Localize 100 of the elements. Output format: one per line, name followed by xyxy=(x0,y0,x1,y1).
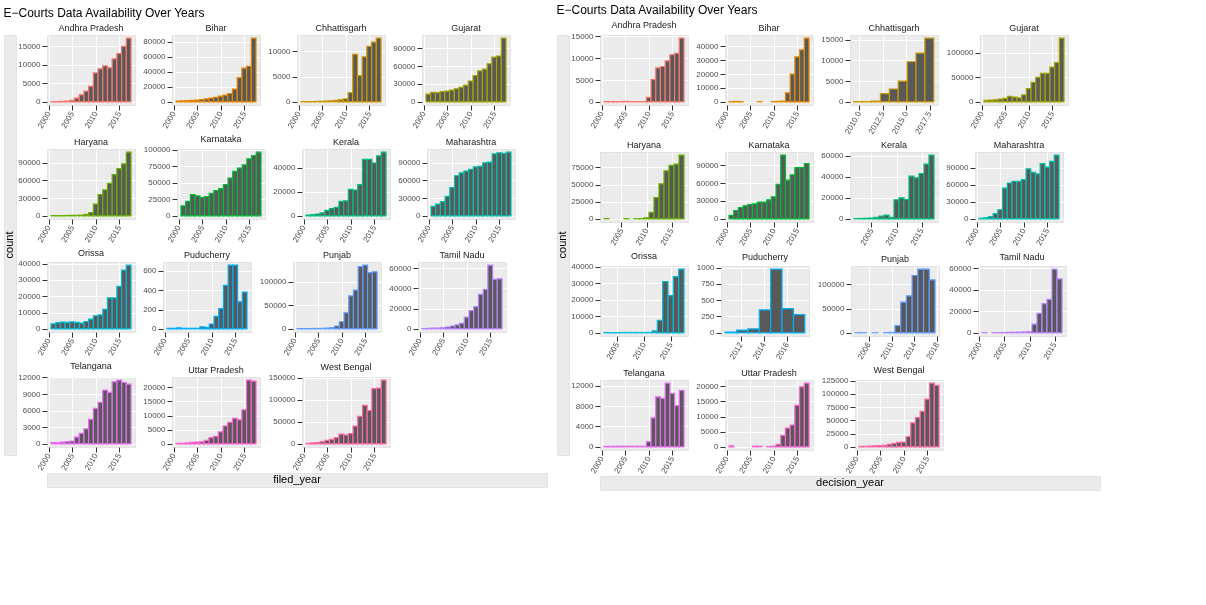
y-tick-label: 50000 xyxy=(951,72,975,82)
y-tick-label: 0 xyxy=(36,439,42,449)
y-tick-label: 0 xyxy=(36,324,42,334)
y-tick-label: 20000 xyxy=(571,295,595,305)
chart-title: Gujarat xyxy=(1009,23,1040,33)
y-tick-label: 20000 xyxy=(273,187,297,197)
y-tick-label: 12000 xyxy=(571,381,595,391)
y-tick-label: 100000 xyxy=(259,277,288,287)
y-tick-label: 125000 xyxy=(821,376,850,386)
y-tick-label: 15000 xyxy=(18,41,42,51)
y-tick-label: 15000 xyxy=(696,396,720,406)
text: E−Courts Data Availability Over Years xyxy=(556,2,758,17)
y-tick-label: 5000 xyxy=(825,76,845,86)
y-tick-label: 0 xyxy=(964,214,970,224)
y-tick-label: 100000 xyxy=(817,279,846,289)
chart-title: Karnataka xyxy=(748,140,790,150)
y-tick-label: 600 xyxy=(143,266,158,276)
y-tick-label: 80000 xyxy=(143,37,167,47)
y-tick-label: 20000 xyxy=(389,304,413,314)
y-tick-label: 60000 xyxy=(143,52,167,62)
y-tick-label: 5000 xyxy=(147,425,167,435)
y-tick-label: 100000 xyxy=(143,145,172,155)
y-tick-label: 20000 xyxy=(696,69,720,79)
y-tick-label: 30000 xyxy=(18,193,42,203)
y-tick-label: 0 xyxy=(839,214,845,224)
y-tick-label: 10000 xyxy=(18,60,42,70)
y-tick-label: 10000 xyxy=(268,46,292,56)
y-tick-label: 10000 xyxy=(18,308,42,317)
y-tick-label: 3000 xyxy=(22,422,42,432)
y-tick-label: 60000 xyxy=(393,61,417,71)
chart-title: Puducherry xyxy=(741,251,789,262)
y-tick-label: 6000 xyxy=(22,406,42,416)
y-tick-label: 40000 xyxy=(143,67,167,77)
y-tick-label: 0 xyxy=(589,442,595,452)
y-tick-label: 0 xyxy=(36,211,42,221)
y-tick-label: 150000 xyxy=(268,373,297,383)
chart-title: Haryana xyxy=(626,140,662,150)
y-tick-label: 75000 xyxy=(571,163,595,172)
y-tick-label: 0 xyxy=(967,328,973,338)
y-tick-label: 90000 xyxy=(946,163,970,173)
y-tick-label: 30000 xyxy=(398,193,422,203)
text: count xyxy=(556,231,568,259)
y-tick-label: 50000 xyxy=(826,415,850,425)
y-tick-label: 15000 xyxy=(821,35,845,45)
y-tick-label: 0 xyxy=(589,214,595,224)
y-tick-label: 10000 xyxy=(143,411,167,421)
y-tick-label: 60000 xyxy=(949,263,973,273)
y-tick-label: 0 xyxy=(286,97,292,107)
y-tick-label: 90000 xyxy=(696,160,720,170)
chart-title: Gujarat xyxy=(451,23,482,33)
y-tick-label: 0 xyxy=(161,97,167,107)
y-tick-label: 0 xyxy=(589,328,595,338)
chart-title: Chhattisgarh xyxy=(315,23,367,33)
y-tick-label: 0 xyxy=(152,324,158,334)
chart-title: West Bengal xyxy=(320,361,372,372)
chart-title: Andhra Pradesh xyxy=(611,20,677,31)
y-tick-label: 10000 xyxy=(571,311,595,321)
y-tick-label: 10000 xyxy=(821,56,845,65)
y-tick-label: 10000 xyxy=(571,53,595,63)
chart-title: Maharashtra xyxy=(993,140,1045,150)
y-tick-label: 60000 xyxy=(946,180,970,190)
y-tick-label: 0 xyxy=(839,97,845,107)
y-tick-label: 400 xyxy=(143,285,158,295)
chart-title: Chhattisgarh xyxy=(868,23,920,33)
y-tick-label: 0 xyxy=(840,328,846,338)
y-tick-label: 0 xyxy=(291,211,297,221)
chart-title: Punjab xyxy=(880,254,910,264)
chart-title: Tamil Nadu xyxy=(439,250,485,260)
y-tick-label: 0 xyxy=(714,97,720,107)
y-tick-label: 750 xyxy=(701,279,716,289)
y-tick-label: 20000 xyxy=(18,291,42,301)
y-tick-label: 50000 xyxy=(148,178,172,188)
y-tick-label: 30000 xyxy=(393,79,417,89)
y-tick-label: 10000 xyxy=(696,412,720,422)
y-tick-label: 0 xyxy=(36,97,42,107)
y-tick-label: 90000 xyxy=(18,158,42,168)
chart-title: Punjab xyxy=(322,250,352,260)
y-tick-label: 12000 xyxy=(18,372,42,382)
chart-title: Tamil Nadu xyxy=(999,252,1045,263)
y-tick-label: 30000 xyxy=(946,197,970,207)
y-tick-label: 50000 xyxy=(571,180,595,190)
chart-title: Haryana xyxy=(73,137,109,147)
y-tick-label: 100000 xyxy=(821,389,850,399)
y-tick-label: 0 xyxy=(710,328,716,338)
y-tick-label: 200 xyxy=(143,305,158,315)
chart-title: Bihar xyxy=(205,23,227,33)
chart-title: Bihar xyxy=(758,23,780,33)
chart-title: Andhra Pradesh xyxy=(58,23,124,33)
y-tick-label: 4000 xyxy=(575,421,595,431)
y-tick-label: 60000 xyxy=(821,151,845,161)
y-tick-label: 10000 xyxy=(696,83,720,93)
chart-title: Telangana xyxy=(623,368,665,378)
chart-title: Uttar Pradesh xyxy=(188,365,244,375)
y-tick-label: 40000 xyxy=(18,259,42,269)
y-tick-label: 9000 xyxy=(22,389,42,399)
y-tick-label: 0 xyxy=(407,324,413,334)
y-tick-label: 20000 xyxy=(696,381,720,391)
y-tick-label: 40000 xyxy=(821,172,845,182)
chart-title: West Bengal xyxy=(873,364,925,375)
y-tick-label: 30000 xyxy=(696,196,720,206)
